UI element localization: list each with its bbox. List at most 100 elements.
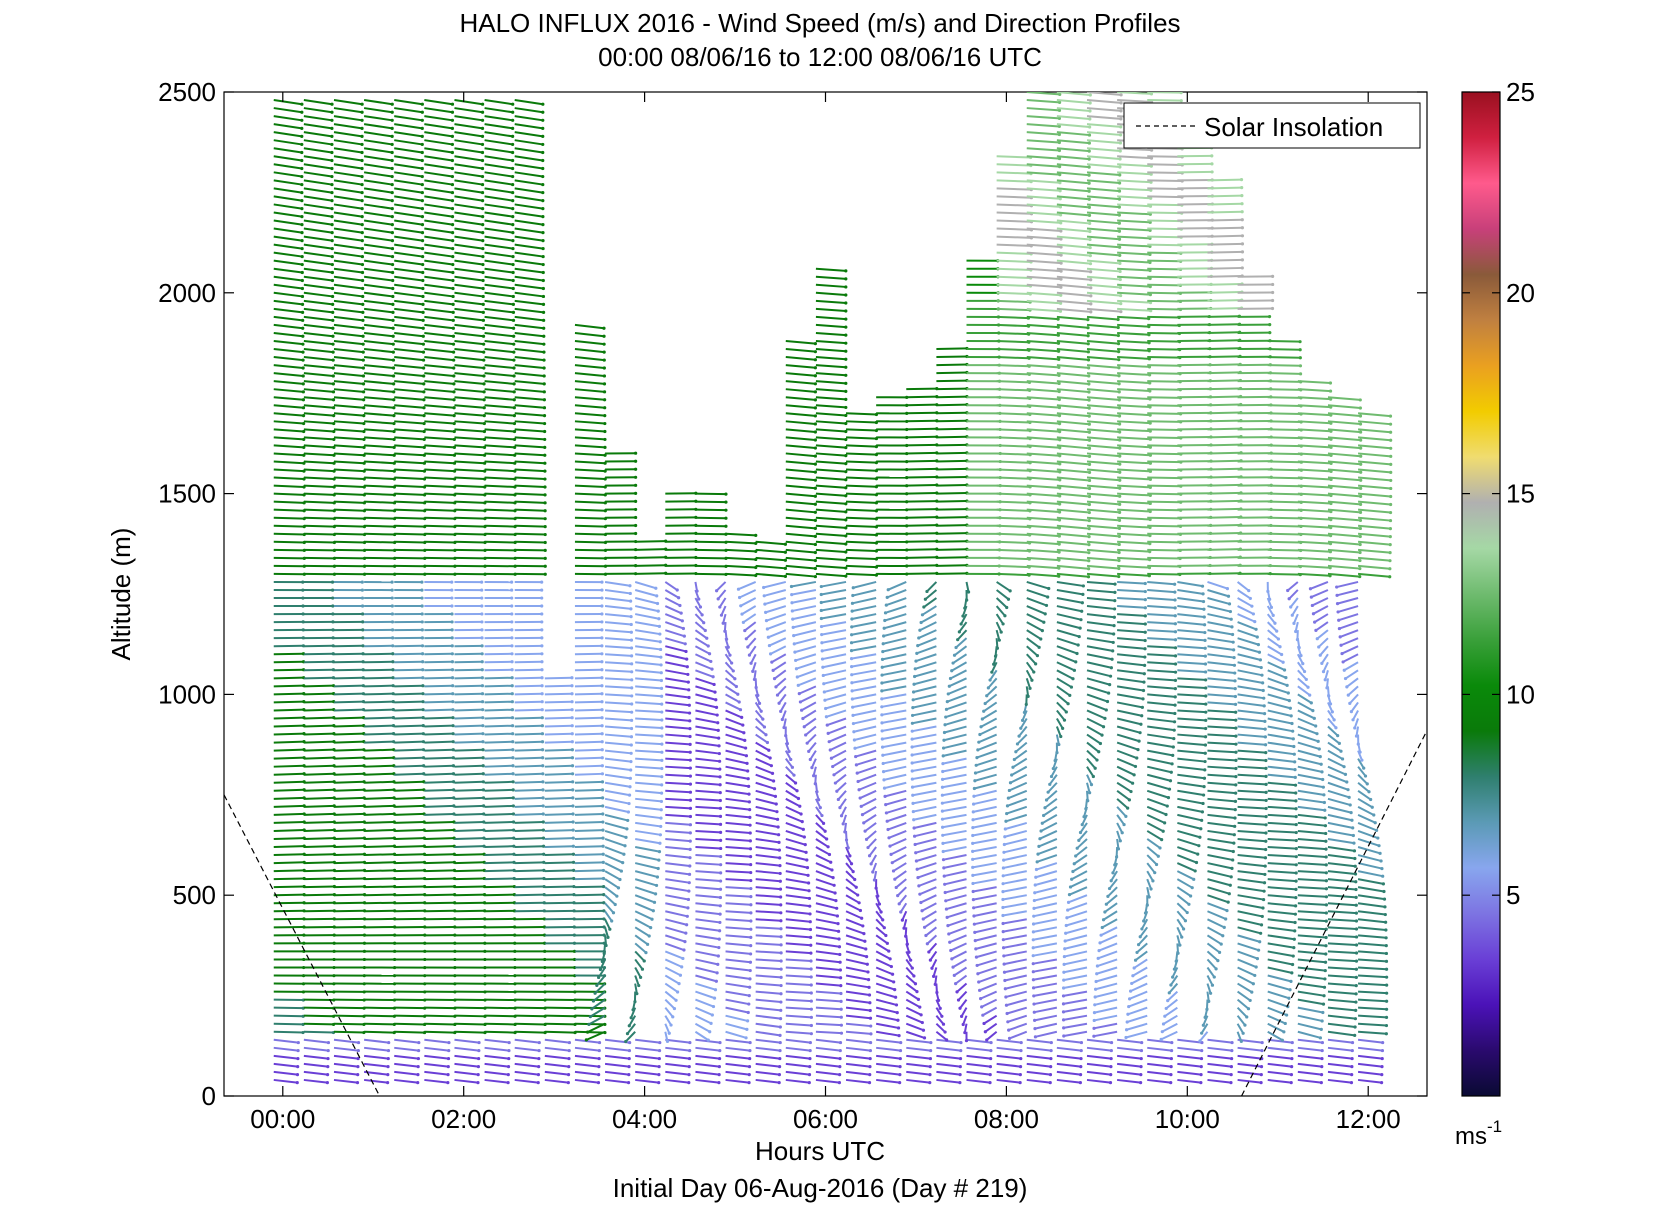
wind-arrow <box>485 750 513 751</box>
wind-arrow-head <box>884 934 887 937</box>
wind-arrow-head <box>391 231 394 234</box>
wind-arrow-head <box>810 1008 813 1011</box>
wind-arrow-head <box>704 629 707 632</box>
wind-arrow-head <box>810 1024 813 1027</box>
wind-arrow-head <box>540 581 543 584</box>
wind-arrow-head <box>512 303 515 306</box>
wind-arrow-head <box>748 1057 751 1060</box>
wind-arrow-head <box>858 901 861 904</box>
wind-arrow-head <box>391 135 394 138</box>
wind-arrow <box>846 510 876 511</box>
wind-arrow-head <box>511 151 514 154</box>
wind-arrow-head <box>963 1031 966 1034</box>
wind-arrow-head <box>689 807 692 810</box>
wind-arrow-head <box>302 382 305 385</box>
wind-arrow-head <box>844 430 847 433</box>
wind-arrow-head <box>571 708 574 711</box>
wind-arrow-head <box>895 1003 898 1006</box>
wind-arrow-head <box>880 681 883 684</box>
wind-arrow <box>334 710 364 711</box>
wind-arrow-head <box>481 279 484 282</box>
wind-arrow-head <box>689 831 692 834</box>
wind-arrow-head <box>421 183 424 186</box>
wind-arrow-head <box>881 918 884 921</box>
wind-arrow-head <box>814 567 817 570</box>
wind-arrow <box>997 229 1032 230</box>
wind-arrow <box>906 493 937 494</box>
wind-arrow <box>936 453 967 454</box>
wind-arrow-head <box>511 684 514 687</box>
wind-arrow <box>846 461 876 462</box>
wind-arrow-head <box>754 534 757 537</box>
wind-arrow-head <box>603 430 606 433</box>
wind-arrow-head <box>422 422 425 425</box>
wind-arrow-head <box>451 263 454 266</box>
wind-arrow-head <box>422 414 425 417</box>
wind-arrow-head <box>511 239 514 242</box>
wind-arrow-head <box>511 223 514 226</box>
wind-arrow-head <box>634 484 637 487</box>
wind-arrow-head <box>763 594 766 597</box>
wind-arrow-head <box>482 303 485 306</box>
wind-arrow-head <box>543 406 546 409</box>
wind-arrow <box>756 943 781 944</box>
wind-arrow <box>997 357 1029 358</box>
wind-arrow-head <box>421 159 424 162</box>
wind-arrow <box>334 758 364 759</box>
wind-arrow-head <box>689 840 692 843</box>
wind-arrow-head <box>744 1036 747 1039</box>
wind-arrow-head <box>392 390 395 393</box>
wind-arrow-head <box>915 859 918 862</box>
wind-arrow-head <box>421 111 424 114</box>
wind-arrow-head <box>451 199 454 202</box>
wind-arrow-head <box>941 778 944 781</box>
wind-arrow-head <box>778 1073 781 1076</box>
wind-arrow-head <box>911 769 914 772</box>
wind-arrow <box>936 421 967 422</box>
wind-arrow-head <box>845 838 848 841</box>
wind-arrow-head <box>1003 835 1006 838</box>
wind-arrow-head <box>945 708 948 711</box>
wind-arrow-head <box>844 277 847 280</box>
wind-arrow-head <box>451 239 454 242</box>
wind-arrow-head <box>844 478 847 481</box>
wind-arrow-head <box>332 406 335 409</box>
wind-arrow <box>334 870 364 871</box>
wind-arrow-head <box>452 740 455 743</box>
wind-arrow-head <box>421 668 424 671</box>
wind-arrow <box>454 766 483 767</box>
wind-arrow-head <box>717 597 720 600</box>
wind-arrow <box>545 806 573 807</box>
wind-arrow-head <box>656 602 659 605</box>
wind-arrow-head <box>838 1073 841 1076</box>
wind-arrow-head <box>634 516 637 519</box>
wind-arrow <box>997 421 1030 422</box>
wind-arrow-head <box>332 374 335 377</box>
wind-arrow-head <box>362 422 365 425</box>
wind-arrow-head <box>602 877 605 880</box>
wind-arrow-head <box>747 785 750 788</box>
wind-arrow-head <box>748 654 751 657</box>
wind-arrow-head <box>708 1030 711 1033</box>
wind-arrow-head <box>767 749 770 752</box>
wind-arrow <box>364 1032 394 1033</box>
wind-arrow-head <box>941 810 944 813</box>
wind-arrow-head <box>719 807 722 810</box>
wind-arrow <box>424 742 453 743</box>
wind-arrow <box>424 1032 454 1033</box>
wind-arrow <box>515 822 544 823</box>
wind-arrow <box>997 333 1029 334</box>
wind-arrow <box>454 1024 484 1025</box>
wind-arrow-head <box>673 1007 676 1010</box>
wind-arrow <box>545 1008 575 1009</box>
wind-arrow <box>575 486 605 487</box>
wind-arrow <box>906 469 937 470</box>
wind-arrow-head <box>876 894 879 897</box>
wind-arrow-head <box>510 652 513 655</box>
wind-arrow-head <box>724 517 727 520</box>
wind-arrow-head <box>751 670 754 673</box>
wind-arrow-head <box>699 605 702 608</box>
wind-arrow <box>334 534 364 535</box>
wind-arrow-head <box>450 612 453 615</box>
wind-arrow <box>394 742 423 743</box>
